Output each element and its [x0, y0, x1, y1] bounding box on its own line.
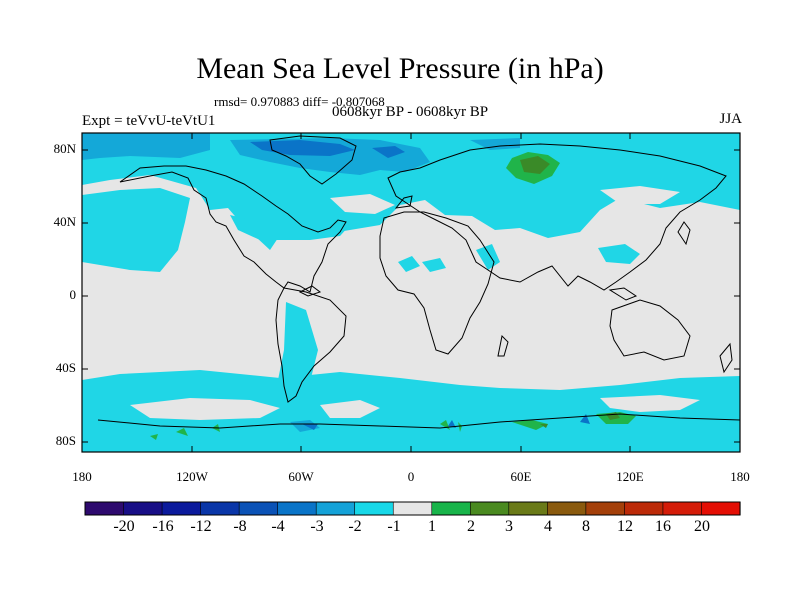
- colorbar-frame: [84, 501, 741, 516]
- lat-label-0: 0: [69, 287, 77, 302]
- lon-label-60e: 60E: [510, 469, 532, 484]
- colorbar-swatch: [469, 501, 510, 516]
- colorbar-label: 12: [617, 518, 633, 535]
- background-patches: [130, 186, 700, 420]
- colorbar-label: 4: [544, 518, 552, 535]
- colorbar-swatch: [431, 501, 471, 516]
- colorbar-label: -2: [348, 518, 362, 535]
- colorbar-label: 20: [694, 518, 710, 535]
- colorbar-label: -12: [190, 518, 212, 535]
- colorbar-label: 1: [428, 518, 436, 535]
- colorbar-swatch: [624, 501, 664, 516]
- colorbar-swatch: [200, 501, 240, 516]
- colorbar-swatch: [585, 501, 626, 516]
- lat-label-80n: 80N: [53, 141, 76, 156]
- colorbar-swatch: [123, 501, 163, 516]
- lon-label-180w: 180: [72, 469, 92, 484]
- colorbar-swatch: [701, 501, 741, 516]
- lon-ticks: [191, 133, 631, 452]
- lat-label-80s: 80S: [55, 433, 76, 448]
- colorbar-swatch: [277, 501, 317, 516]
- colorbar-swatch: [662, 501, 703, 516]
- colorbar-swatch: [161, 501, 202, 516]
- lon-label-120e: 120E: [616, 469, 644, 484]
- stats-line: rmsd= 0.970883 diff= -0.807068: [214, 94, 385, 109]
- lon-label-120w: 120W: [176, 469, 208, 484]
- negative-anomaly-light: [82, 133, 740, 452]
- lon-label-60w: 60W: [288, 469, 314, 484]
- colorbar-label: 8: [582, 518, 590, 535]
- lat-ticks: [82, 149, 740, 443]
- colorbar-label: -4: [271, 518, 285, 535]
- colorbar-swatch: [392, 501, 433, 516]
- period-label: 0608kyr BP - 0608kyr BP: [331, 104, 489, 120]
- colorbar-label: -1: [387, 518, 401, 535]
- map-title: Mean Sea Level Pressure (in hPa): [196, 52, 604, 85]
- colorbar-label: -16: [152, 518, 174, 535]
- colorbar-swatch: [547, 501, 587, 516]
- lon-label-180e: 180: [730, 469, 750, 484]
- lat-label-40n: 40N: [53, 214, 76, 229]
- colorbar-label: 3: [505, 518, 513, 535]
- colorbar-swatch: [84, 501, 125, 516]
- experiment-label: Expt = teVvU-teVtU1: [82, 113, 216, 129]
- colorbar-swatch: [508, 501, 548, 516]
- season-label: JJA: [719, 111, 742, 127]
- colorbar-label: -8: [233, 518, 247, 535]
- colorbar-swatch: [315, 501, 356, 516]
- colorbar-label: 2: [467, 518, 475, 535]
- lon-label-0: 0: [407, 469, 415, 484]
- coastline-overlay: [97, 135, 740, 429]
- colorbar-label: -20: [113, 518, 135, 535]
- lat-label-40s: 40S: [55, 360, 76, 375]
- colorbar-swatch: [354, 501, 394, 516]
- colorbar-label: 16: [655, 518, 671, 535]
- colorbar-swatch: [238, 501, 279, 516]
- colorbar-label: -3: [310, 518, 324, 535]
